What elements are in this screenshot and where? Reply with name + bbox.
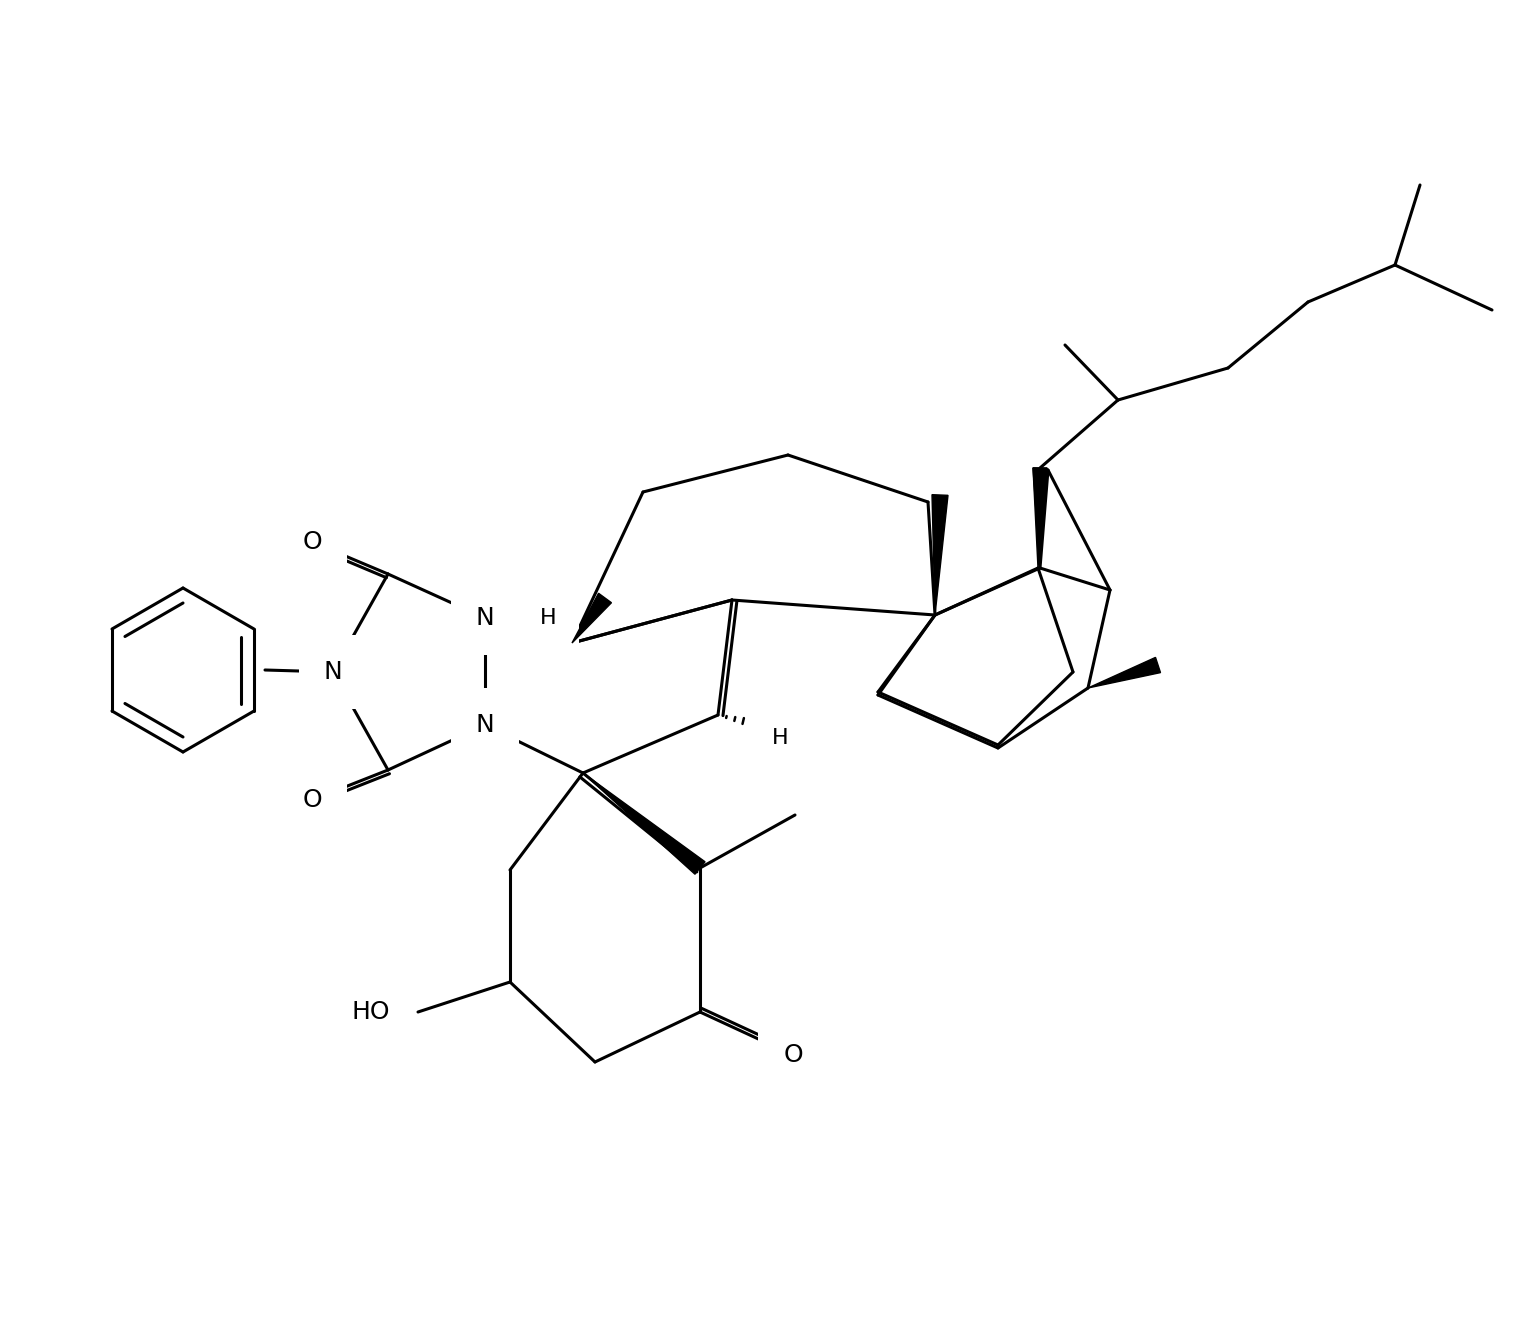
Text: H: H: [539, 608, 556, 628]
Polygon shape: [572, 593, 612, 643]
Text: O: O: [303, 788, 322, 812]
Text: HO: HO: [351, 1000, 391, 1023]
Polygon shape: [933, 495, 948, 616]
Polygon shape: [1033, 467, 1048, 568]
Text: O: O: [783, 1043, 802, 1067]
Text: O: O: [303, 530, 322, 553]
Text: N: N: [324, 659, 342, 685]
Polygon shape: [1033, 467, 1048, 568]
Text: N: N: [475, 606, 495, 630]
Polygon shape: [1089, 658, 1161, 688]
Polygon shape: [583, 773, 706, 874]
Text: N: N: [475, 714, 495, 737]
Text: H: H: [772, 728, 789, 748]
